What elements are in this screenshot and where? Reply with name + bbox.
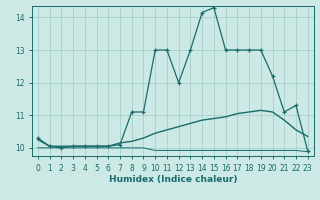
X-axis label: Humidex (Indice chaleur): Humidex (Indice chaleur) xyxy=(108,175,237,184)
